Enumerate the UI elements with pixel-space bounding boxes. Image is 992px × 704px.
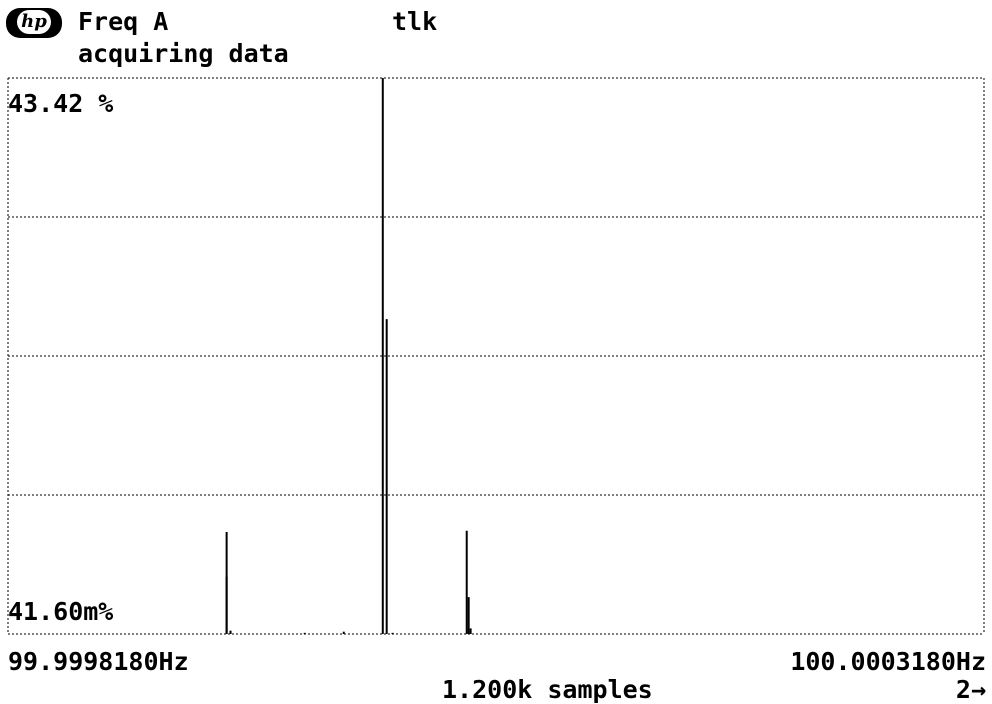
talk-status: tlk: [392, 7, 438, 36]
y-max-label: 43.42 %: [8, 89, 114, 118]
x-max-label: 100.0003180Hz: [790, 647, 986, 676]
x-min-label: 99.9998180Hz: [8, 647, 189, 676]
page-indicator: 2→: [955, 675, 986, 704]
measurement-title: Freq A: [78, 7, 169, 36]
hp-logo: hp: [6, 8, 62, 38]
hp-logo-text: hp: [17, 10, 51, 34]
samples-label: 1.200k samples: [442, 675, 653, 704]
acquiring-message: acquiring data: [78, 39, 289, 68]
y-min-label: 41.60m%: [8, 597, 114, 626]
